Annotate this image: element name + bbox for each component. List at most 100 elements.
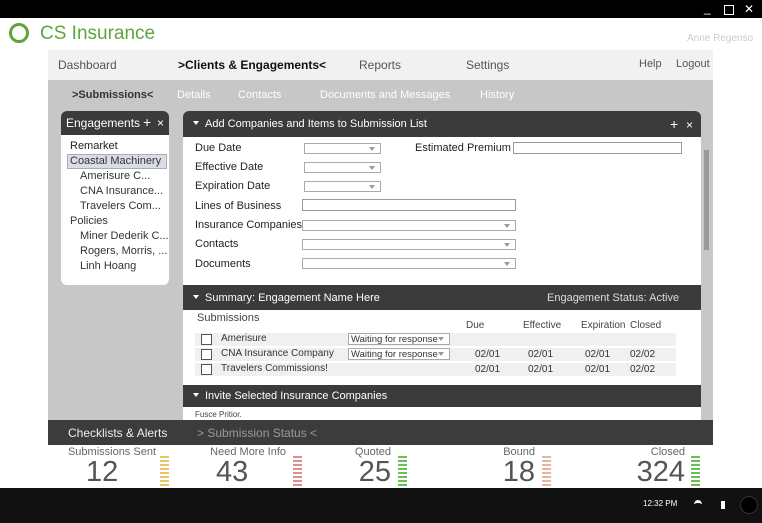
bottom-tabs: Checklists & Alerts > Submission Status … xyxy=(48,420,713,445)
section-title: Summary: Engagement Name Here xyxy=(193,292,380,304)
dropdown[interactable] xyxy=(302,258,516,269)
closed-date: 02/02 xyxy=(630,349,656,360)
engagement-status: Engagement Status: Active xyxy=(547,292,680,304)
engagement-item[interactable]: Linh Hoang xyxy=(80,260,137,272)
stat-value: 18 xyxy=(502,456,535,488)
status-dropdown[interactable]: Waiting for response xyxy=(348,348,450,360)
group-label[interactable]: Policies xyxy=(70,215,108,227)
logo xyxy=(9,23,29,43)
stat-label: Quoted xyxy=(354,446,391,458)
indicator xyxy=(160,454,169,486)
title-text: Summary: Engagement Name Here xyxy=(205,292,380,304)
text-input[interactable] xyxy=(513,142,682,154)
panel-title: Add Companies and Items to Submission Li… xyxy=(193,118,427,130)
tab[interactable]: Checklists & Alerts xyxy=(68,426,168,440)
logout-link[interactable]: Logout xyxy=(676,58,710,70)
dropdown[interactable] xyxy=(304,143,381,154)
dropdown[interactable] xyxy=(304,181,381,192)
title-text: Invite Selected Insurance Companies xyxy=(205,390,388,402)
text-input[interactable] xyxy=(302,199,516,211)
nav-item[interactable]: Reports xyxy=(359,58,402,72)
stat-label: Bound xyxy=(503,446,535,458)
title-bar: _ ✕ xyxy=(0,0,762,18)
nav-item[interactable]: Settings xyxy=(466,58,510,72)
nav-item[interactable]: >Clients & Engagements< xyxy=(178,58,327,72)
engagement-item[interactable]: Miner Dederik C... xyxy=(80,230,169,242)
stats-bar xyxy=(48,445,713,488)
subnav-item[interactable]: Contacts xyxy=(238,89,282,101)
subnav-item[interactable]: >Submissions< xyxy=(72,89,154,101)
stat-value: 43 xyxy=(216,456,249,488)
panel-header: Engagements + × xyxy=(61,111,169,135)
dropdown[interactable] xyxy=(304,162,381,173)
indicator xyxy=(293,454,302,486)
minimize-button[interactable]: _ xyxy=(704,1,711,15)
field-label: Lines of Business xyxy=(195,200,282,212)
start-button[interactable] xyxy=(740,496,758,514)
stat-label: Closed xyxy=(650,446,685,458)
company-name: CNA Insurance Company xyxy=(221,348,334,359)
stat: Submissions Sent 12 xyxy=(36,446,156,488)
expiration-date: 02/01 xyxy=(585,364,611,375)
field-label: Effective Date xyxy=(195,161,264,173)
field-label: Contacts xyxy=(195,238,239,250)
engagement-item[interactable]: Rogers, Morris, ... xyxy=(80,245,168,257)
section-header: Invite Selected Insurance Companies xyxy=(183,385,701,407)
add-button[interactable]: + xyxy=(143,114,152,130)
wifi-icon[interactable] xyxy=(694,500,702,509)
engagement-item[interactable]: CNA Insurance... xyxy=(80,185,164,197)
scrollbar[interactable] xyxy=(704,150,709,250)
stat: Closed 324 xyxy=(565,446,685,488)
company-name: Travelers Commissions! xyxy=(221,363,328,374)
stat: Quoted 25 xyxy=(271,446,391,488)
maximize-button[interactable] xyxy=(724,5,734,15)
effective-date: 02/01 xyxy=(528,349,554,360)
close-button[interactable]: × xyxy=(686,118,694,132)
section-header: Summary: Engagement Name Here Engagement… xyxy=(183,285,701,310)
indicator xyxy=(691,454,700,486)
subnav-item[interactable]: Documents and Messages xyxy=(320,89,451,101)
help-link[interactable]: Help xyxy=(639,58,662,70)
table-row: Amerisure Waiting for response xyxy=(195,333,676,346)
column-header: Effective xyxy=(523,320,562,331)
tab[interactable]: > Submission Status < xyxy=(197,426,318,440)
closed-date: 02/02 xyxy=(630,364,656,375)
stat-value: 25 xyxy=(358,456,391,488)
field-label: Estimated Premium xyxy=(415,142,511,154)
checkbox[interactable] xyxy=(201,349,212,360)
status-text: Waiting for response xyxy=(351,349,438,360)
engagement-item[interactable]: Coastal Machinery xyxy=(70,155,162,167)
checkbox[interactable] xyxy=(201,334,212,345)
field-label: Expiration Date xyxy=(195,180,271,192)
stat-value: 324 xyxy=(636,456,685,488)
column-header: Closed xyxy=(630,320,662,331)
status-text: Waiting for response xyxy=(351,334,438,345)
add-button[interactable]: + xyxy=(670,116,679,132)
panel-title: Engagements xyxy=(66,116,141,130)
close-button[interactable]: × xyxy=(157,116,165,130)
app-name: CS Insurance xyxy=(40,23,156,44)
table-row: Travelers Commissions! 02/01 02/01 02/01… xyxy=(195,363,676,376)
checkbox[interactable] xyxy=(201,364,212,375)
stat-value: 12 xyxy=(86,456,119,488)
engagement-item[interactable]: Travelers Com... xyxy=(80,200,161,212)
subnav-item[interactable]: Details xyxy=(177,89,211,101)
title-text: Add Companies and Items to Submission Li… xyxy=(205,118,427,130)
dropdown[interactable] xyxy=(302,220,516,231)
stat-label: Need More Info xyxy=(210,446,286,458)
engagement-item[interactable]: Amerisure C... xyxy=(80,170,151,182)
stat-label: Submissions Sent xyxy=(67,446,156,458)
status-dropdown[interactable]: Waiting for response xyxy=(348,333,450,345)
subnav-item[interactable]: History xyxy=(480,89,515,101)
table-row: CNA Insurance Company Waiting for respon… xyxy=(195,348,676,361)
group-label[interactable]: Remarket xyxy=(70,140,118,152)
dropdown[interactable] xyxy=(302,239,516,250)
nav-item[interactable]: Dashboard xyxy=(58,58,117,72)
company-name: Amerisure xyxy=(221,333,267,344)
taskbar: 12:32 PM xyxy=(0,488,762,523)
close-button[interactable]: ✕ xyxy=(744,2,755,16)
battery-icon[interactable] xyxy=(721,501,725,509)
effective-date: 02/01 xyxy=(528,364,554,375)
field-label: Due Date xyxy=(195,142,242,154)
